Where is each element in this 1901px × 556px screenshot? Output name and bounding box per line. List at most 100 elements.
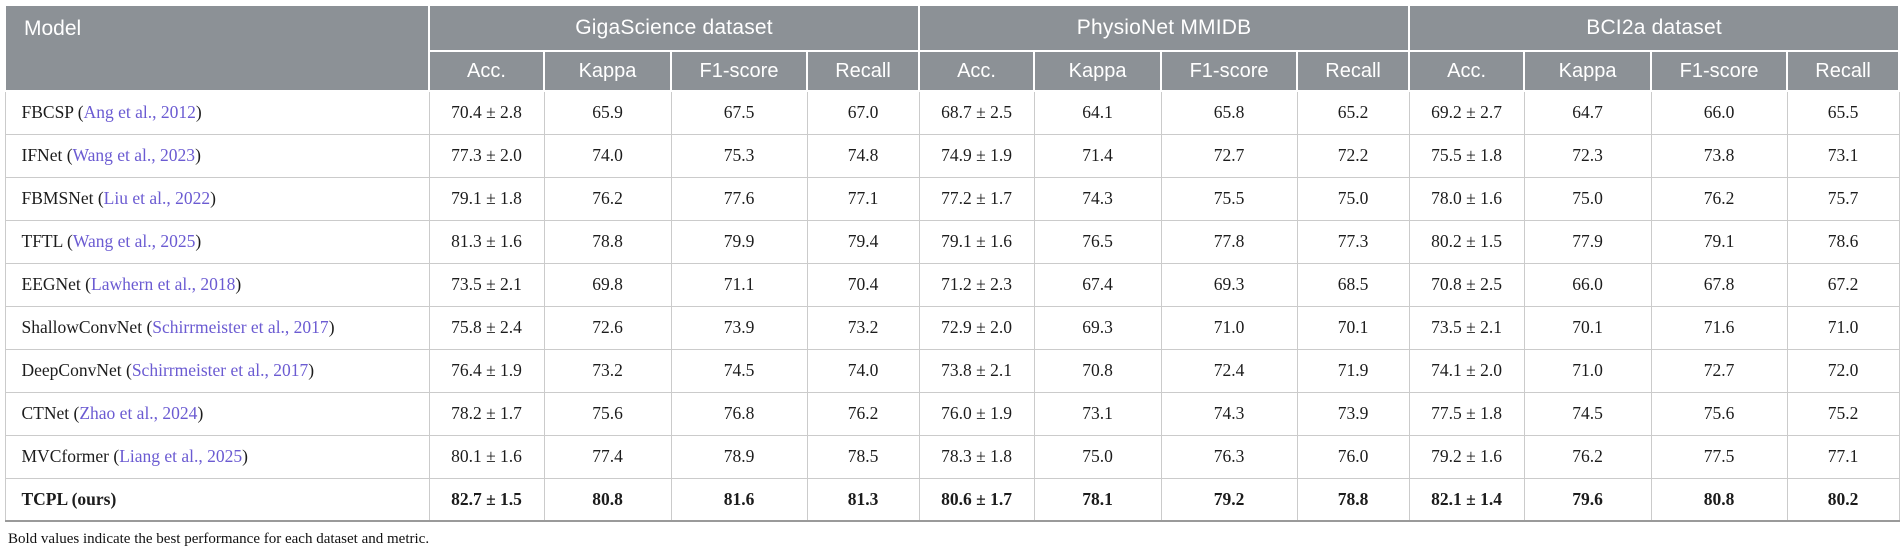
metric-cell: 72.7: [1650, 348, 1788, 393]
metric-cell: 65.2: [1296, 90, 1410, 135]
metric-cell: 64.1: [1033, 90, 1162, 135]
citation-link[interactable]: Ang et al., 2012: [83, 102, 196, 123]
metric-cell: 67.8: [1650, 262, 1788, 307]
metric-cell: 82.1 ± 1.4: [1408, 477, 1525, 522]
model-name: CTNet: [21, 403, 70, 423]
table-row: FBMSNet (Liu et al., 2022) 79.1 ± 1.8 76.2…: [4, 176, 1900, 221]
model-cell: DeepConvNet (Schirrmeister et al., 2017): [4, 348, 430, 393]
metric-cell: 81.3: [806, 477, 920, 522]
metric-cell: 76.2: [1650, 176, 1788, 221]
metric-cell: 77.5: [1650, 434, 1788, 479]
metric-cell: 72.7: [1160, 133, 1298, 178]
model-cell: FBMSNet (Liu et al., 2022): [4, 176, 430, 221]
metric-cell: 76.0: [1296, 434, 1410, 479]
table-row: CTNet (Zhao et al., 2024) 78.2 ± 1.7 75.6 7…: [4, 391, 1900, 436]
metric-cell: 78.2 ± 1.7: [428, 391, 545, 436]
metric-cell: 68.5: [1296, 262, 1410, 307]
metric-header: Acc.: [428, 50, 545, 92]
metric-cell: 73.8: [1650, 133, 1788, 178]
metric-cell: 72.3: [1523, 133, 1652, 178]
metric-cell: 74.0: [806, 348, 920, 393]
metric-cell: 79.4: [806, 219, 920, 264]
metric-cell: 76.2: [806, 391, 920, 436]
metric-cell: 81.6: [670, 477, 808, 522]
metric-header: F1-score: [1650, 50, 1789, 92]
citation-link[interactable]: Schirrmeister et al., 2017: [152, 317, 329, 337]
metric-cell: 75.6: [543, 391, 672, 436]
table-row: TFTL (Wang et al., 2025) 81.3 ± 1.6 78.8 79…: [4, 219, 1900, 264]
model-cell: TCPL (ours): [4, 477, 430, 522]
metric-cell: 76.4 ± 1.9: [428, 348, 545, 393]
model-cell: ShallowConvNet (Schirrmeister et al., 20…: [4, 305, 430, 350]
metric-cell: 69.8: [543, 262, 672, 307]
metric-cell: 75.3: [670, 133, 808, 178]
metric-cell: 81.3 ± 1.6: [428, 219, 545, 264]
metric-cell: 67.2: [1786, 262, 1900, 307]
metric-cell: 77.1: [806, 176, 920, 221]
metric-cell: 79.1 ± 1.8: [428, 176, 545, 221]
table-row: DeepConvNet (Schirrmeister et al., 2017)…: [4, 348, 1900, 393]
metric-cell: 79.2: [1160, 477, 1298, 522]
metric-cell: 74.9 ± 1.9: [918, 133, 1035, 178]
metric-cell: 69.2 ± 2.7: [1408, 90, 1525, 135]
citation-link[interactable]: Zhao et al., 2024: [79, 403, 198, 423]
model-cell: IFNet (Wang et al., 2023): [4, 133, 430, 178]
metric-cell: 72.2: [1296, 133, 1410, 178]
metric-cell: 76.2: [1523, 434, 1652, 479]
metric-cell: 75.8 ± 2.4: [428, 305, 545, 350]
metric-header: Acc.: [1408, 50, 1526, 92]
metric-cell: 70.1: [1523, 305, 1652, 350]
citation-link[interactable]: Wang et al., 2023: [72, 145, 196, 165]
metric-cell: 78.6: [1786, 219, 1900, 264]
metric-cell: 79.1: [1650, 219, 1788, 264]
metric-cell: 66.0: [1650, 90, 1788, 135]
metric-cell: 75.6: [1650, 391, 1788, 436]
metric-cell: 77.6: [670, 176, 808, 221]
metric-cell: 77.2 ± 1.7: [918, 176, 1035, 221]
metric-cell: 74.0: [543, 133, 672, 178]
metric-cell: 78.3 ± 1.8: [918, 434, 1035, 479]
metric-cell: 70.8: [1033, 348, 1162, 393]
model-name: ShallowConvNet: [21, 317, 143, 337]
metric-cell: 72.6: [543, 305, 672, 350]
citation-link[interactable]: Schirrmeister et al., 2017: [131, 360, 309, 380]
metric-cell: 74.8: [806, 133, 920, 178]
metric-cell: 75.5: [1160, 176, 1298, 221]
metric-cell: 82.7 ± 1.5: [428, 477, 545, 522]
metric-cell: 76.5: [1033, 219, 1162, 264]
citation-link[interactable]: Liu et al., 2022: [103, 188, 211, 208]
metric-cell: 65.8: [1160, 90, 1298, 135]
metric-header-row: Acc. Kappa F1-score Recall Acc. Kappa F1-score…: [5, 50, 1901, 92]
metric-cell: 79.1 ± 1.6: [918, 219, 1035, 264]
citation-link[interactable]: Lawhern et al., 2018: [91, 274, 236, 294]
metric-cell: 79.2 ± 1.6: [1408, 434, 1525, 479]
metric-cell: 70.8 ± 2.5: [1408, 262, 1525, 307]
metric-cell: 80.2: [1786, 477, 1900, 522]
metric-cell: 67.5: [670, 90, 808, 135]
metric-cell: 71.4: [1033, 133, 1162, 178]
metric-cell: 80.8: [1650, 477, 1788, 522]
metric-cell: 76.2: [543, 176, 672, 221]
metric-header: Kappa: [1523, 50, 1653, 92]
metric-cell: 64.7: [1523, 90, 1652, 135]
metric-header: Recall: [805, 50, 921, 92]
column-header-model: Model: [4, 4, 430, 92]
metric-cell: 65.9: [543, 90, 672, 135]
metric-cell: 74.3: [1033, 176, 1162, 221]
metric-cell: 74.1 ± 2.0: [1408, 348, 1525, 393]
citation-link[interactable]: Liang et al., 2025: [119, 446, 243, 466]
model-cell: FBCSP (Ang et al., 2012): [4, 90, 430, 135]
table-body: FBCSP (Ang et al., 2012) 70.4 ± 2.8 65.9 67…: [4, 90, 1900, 522]
model-name: DeepConvNet: [21, 360, 122, 380]
metric-cell: 78.1: [1033, 477, 1162, 522]
metric-cell: 71.0: [1160, 305, 1298, 350]
citation-link[interactable]: Wang et al., 2025: [72, 231, 196, 251]
table-row: TCPL (ours) 82.7 ± 1.5 80.8 81.6 81.3 80.6 ± …: [4, 477, 1900, 522]
metric-header: Kappa: [1033, 50, 1163, 92]
table-row: EEGNet (Lawhern et al., 2018) 73.5 ± 2.1 6…: [4, 262, 1900, 307]
metric-header: Recall: [1296, 50, 1411, 92]
metric-cell: 77.9: [1523, 219, 1652, 264]
metric-cell: 70.4 ± 2.8: [428, 90, 545, 135]
metric-header: F1-score: [1160, 50, 1299, 92]
